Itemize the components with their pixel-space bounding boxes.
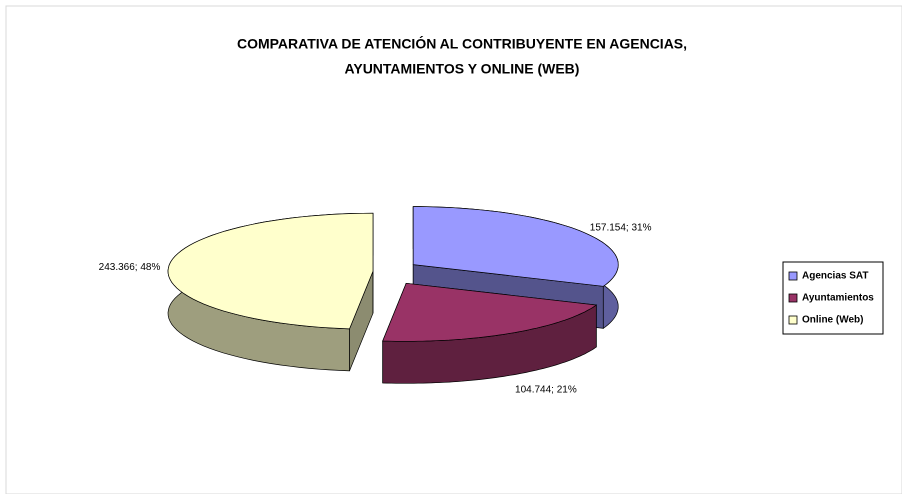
pie-slice (382, 282, 598, 384)
legend-label: Ayuntamientos (802, 293, 874, 304)
legend-swatch (788, 315, 798, 325)
data-label: 243.366; 48% (99, 262, 161, 273)
pie-slice (167, 212, 374, 372)
legend-box (782, 261, 884, 335)
legend-label: Agencias SAT (802, 271, 869, 282)
data-label: 104.744; 21% (515, 385, 577, 396)
legend-swatch (788, 293, 798, 303)
legend-swatch (788, 271, 798, 281)
slice-top (382, 282, 598, 342)
data-label: 157.154; 31% (590, 222, 652, 233)
slice-top (412, 206, 619, 287)
chart-title: AYUNTAMIENTOS Y ONLINE (WEB) (345, 61, 580, 77)
chart-title: COMPARATIVA DE ATENCIÓN AL CONTRIBUYENTE… (237, 35, 687, 52)
slice-top (167, 212, 374, 330)
legend-label: Online (Web) (802, 315, 863, 326)
